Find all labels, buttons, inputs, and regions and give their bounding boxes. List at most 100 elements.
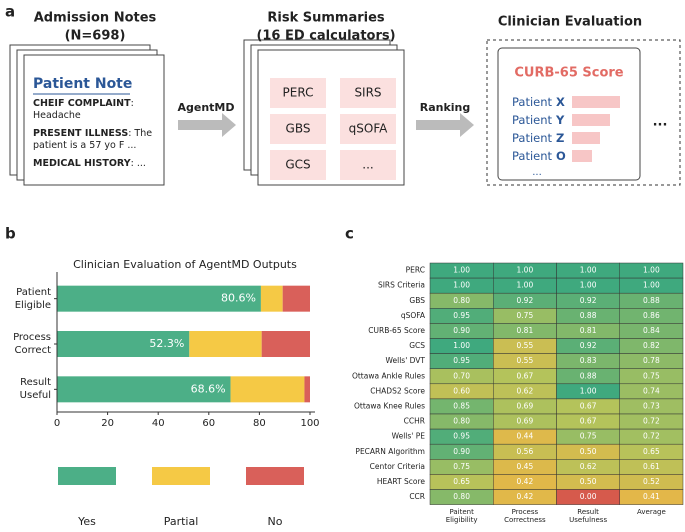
cell-label: 0.72 [643,417,660,426]
bar-segment [57,331,190,357]
cell-label: 0.85 [453,401,470,410]
legend-swatch [246,467,304,485]
row-label: qSOFA [401,311,426,320]
column-title: Clinician Evaluation [498,15,642,30]
cell-label: 0.65 [453,477,470,486]
cell-label: 0.45 [517,462,534,471]
arrow [178,113,236,137]
bar-segment [230,376,305,403]
cell-label: 0.84 [643,326,660,335]
value-label: 68.6% [191,382,226,395]
bar-segment [261,331,310,357]
calculator-cell [270,150,326,180]
calculator-cell [270,114,326,144]
cell-label: 0.52 [643,477,660,486]
cell-label: 0.74 [643,386,660,395]
panel-label: a [5,3,15,21]
y-tick-label: Process Correct [13,332,51,356]
arrow [416,113,474,137]
column-label: Paitent Eligibility [445,507,478,524]
field-key: MEDICAL HISTORY [33,158,131,169]
cell-label: 0.80 [453,296,470,305]
cell-label: 0.90 [453,447,470,456]
calculator-cell [340,114,396,144]
y-tick-label: Patient Eligible [14,286,51,311]
x-tick-label: 20 [101,418,114,429]
cell-label: 0.72 [643,432,660,441]
patient-id: X [556,95,565,109]
column-label: Result Usefulness [569,507,608,524]
cell-label: 0.55 [517,341,534,350]
cell-label: 0.78 [643,356,660,365]
field-key: CHEIF COMPLAINT [33,98,131,109]
value-label: 80.6% [221,292,256,305]
cell-label: 1.00 [517,281,534,290]
cell-label: 0.67 [580,401,597,410]
cell-label: 1.00 [580,266,597,275]
rank-bar [572,114,610,126]
cell-label: 0.42 [517,492,534,501]
field-text: : Headache [33,98,134,121]
column-label: Average [637,507,666,516]
cell-label: 0.55 [517,356,534,365]
step-label: AgentMD [177,101,234,114]
bar-segment [260,285,283,312]
row-label: Centor Criteria [370,462,425,471]
legend-label: Yes [77,515,96,528]
legend-label: Partial [164,515,199,528]
bar-segment [189,331,262,357]
calculator-name: qSOFA [349,122,388,136]
patient-label: Patient Z [512,131,564,145]
cell-label: 0.75 [453,462,470,471]
ellipsis: ... [653,115,668,130]
cell-label: 0.80 [453,417,470,426]
row-label: Wells' PE [392,432,426,441]
field-text: : ... [130,158,146,169]
rank-bar [572,150,592,162]
field-key: PRESENT ILLNESS [33,128,129,139]
row-label: HEART Score [377,477,426,486]
cell-label: 0.56 [517,447,534,456]
column-title: Admission Notes [34,11,157,26]
column-subtitle: (16 ED calculators) [256,29,395,44]
cell-label: 1.00 [580,281,597,290]
cell-label: 0.67 [517,371,534,380]
patient-id: Z [556,131,564,145]
field-text: : The patient is a 57 yo F ... [33,128,153,151]
legend-swatch [58,467,116,485]
bar-segment [57,285,261,312]
x-tick-label: 40 [152,418,165,429]
calculator-name: PERC [283,86,314,100]
value-label: 52.3% [149,337,184,350]
cell-label: 1.00 [453,266,470,275]
cell-label: 0.69 [517,401,534,410]
patient-label: Patient O [512,149,566,163]
row-label: SIRS Criteria [378,281,425,290]
heat-cell [619,489,684,505]
cell-label: 0.92 [580,296,597,305]
patient-label: Patient Y [512,113,565,127]
cell-label: 0.86 [643,311,660,320]
row-label: Ottawa Ankle Rules [352,371,425,380]
patient-label: Patient X [512,95,565,109]
row-label: CHADS2 Score [370,386,425,395]
note-field: MEDICAL HISTORY: ... [33,158,161,170]
x-tick-label: 0 [54,418,60,429]
cell-label: 0.92 [517,296,534,305]
step-label: Ranking [420,101,471,114]
cell-label: 0.95 [453,432,470,441]
patient-prefix: Patient [512,149,553,163]
row-label: PECARN Algorithm [355,447,425,456]
column-title: Risk Summaries [267,11,385,26]
cell-label: 0.75 [517,311,534,320]
calculator-name: SIRS [354,86,381,100]
cell-label: 0.44 [517,432,534,441]
note-title: Patient Note [33,76,132,92]
rank-bar [572,96,620,108]
row-label: CURB-65 Score [368,326,425,335]
legend-label: No [268,515,283,528]
panel-label: b [5,225,16,243]
cell-label: 0.60 [453,386,470,395]
